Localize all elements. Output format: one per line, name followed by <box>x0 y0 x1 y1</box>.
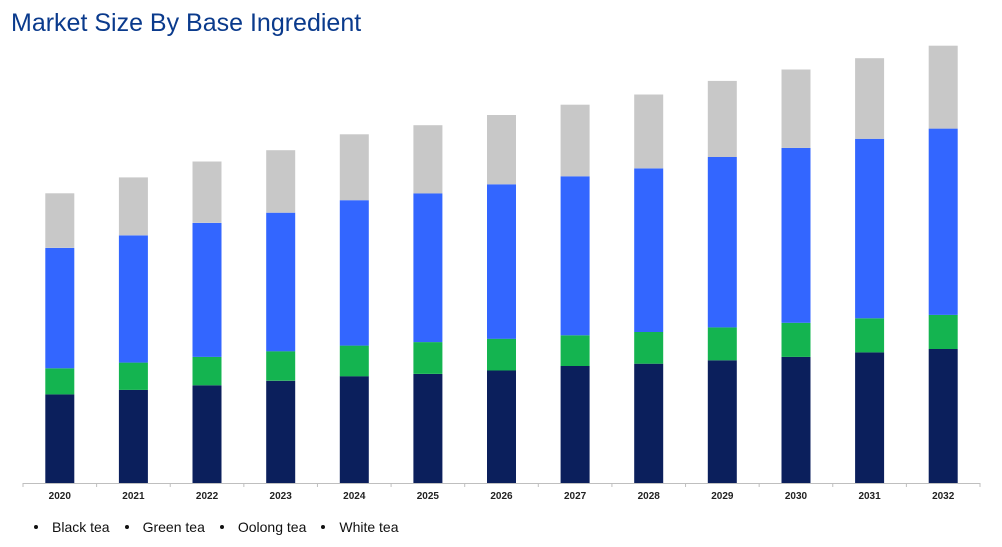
bar-segment-black-tea-2021 <box>118 389 148 483</box>
x-tick-label: 2020 <box>49 491 72 502</box>
x-tick-label: 2029 <box>711 491 734 502</box>
bar-segment-black-tea-2020 <box>45 394 75 483</box>
bar-segment-green-tea-2027 <box>560 335 590 366</box>
bar-segment-white-tea-2031 <box>855 58 885 139</box>
bar-segment-green-tea-2024 <box>339 345 369 377</box>
bars-group <box>45 45 958 483</box>
bar-segment-white-tea-2024 <box>339 134 369 201</box>
x-tick-label: 2024 <box>343 491 366 502</box>
chart-title: Market Size By Base Ingredient <box>11 9 362 37</box>
bar-segment-white-tea-2025 <box>413 125 443 194</box>
bar-segment-black-tea-2032 <box>928 349 958 483</box>
bar-segment-black-tea-2024 <box>339 376 369 483</box>
bar-segment-oolong-tea-2023 <box>266 212 296 352</box>
bar-segment-white-tea-2030 <box>781 69 811 148</box>
bar-segment-black-tea-2031 <box>855 352 885 483</box>
bar-segment-oolong-tea-2028 <box>634 168 664 332</box>
x-tick-label: 2027 <box>564 491 587 502</box>
x-tick-label: 2023 <box>270 491 293 502</box>
bar-segment-white-tea-2022 <box>192 161 222 223</box>
bar-segment-oolong-tea-2029 <box>707 157 737 328</box>
bar-segment-oolong-tea-2030 <box>781 147 811 323</box>
bar-segment-white-tea-2027 <box>560 104 590 177</box>
bar-segment-oolong-tea-2021 <box>118 235 148 363</box>
bar-segment-green-tea-2022 <box>192 356 222 386</box>
bar-segment-white-tea-2020 <box>45 193 75 248</box>
bar-segment-white-tea-2029 <box>707 80 737 157</box>
x-tick-label: 2028 <box>638 491 661 502</box>
x-tick-label: 2022 <box>196 491 219 502</box>
legend-item-oolong-tea: Oolong tea <box>219 519 307 535</box>
legend: Black tea Green tea Oolong tea White tea <box>34 519 414 535</box>
bar-segment-black-tea-2027 <box>560 366 590 483</box>
bar-segment-green-tea-2028 <box>634 331 664 364</box>
bar-segment-black-tea-2030 <box>781 356 811 483</box>
bar-segment-oolong-tea-2022 <box>192 222 222 357</box>
bar-segment-black-tea-2025 <box>413 374 443 483</box>
bar-segment-green-tea-2026 <box>487 338 516 371</box>
legend-label: Oolong tea <box>237 519 307 535</box>
bar-segment-green-tea-2021 <box>118 362 148 390</box>
bar-segment-black-tea-2023 <box>266 380 296 483</box>
bar-segment-black-tea-2026 <box>487 370 516 483</box>
bar-segment-white-tea-2026 <box>487 115 516 185</box>
bar-segment-green-tea-2032 <box>928 314 958 349</box>
x-tick-label: 2032 <box>932 491 955 502</box>
x-tick-label: 2021 <box>122 491 145 502</box>
bar-segment-oolong-tea-2024 <box>339 200 369 346</box>
bar-segment-white-tea-2021 <box>118 177 148 236</box>
bar-segment-black-tea-2029 <box>707 360 737 483</box>
bar-segment-white-tea-2023 <box>266 150 296 213</box>
bar-segment-black-tea-2022 <box>192 385 222 483</box>
bar-segment-oolong-tea-2031 <box>855 138 885 319</box>
bar-segment-oolong-tea-2027 <box>560 176 590 336</box>
bar-segment-oolong-tea-2020 <box>45 247 75 369</box>
bar-segment-white-tea-2028 <box>634 94 664 169</box>
legend-bullet <box>321 525 326 529</box>
bar-segment-green-tea-2029 <box>707 327 737 361</box>
x-tick-label: 2026 <box>490 491 513 502</box>
legend-bullet <box>34 525 38 529</box>
bar-segment-black-tea-2028 <box>634 363 664 483</box>
bar-segment-oolong-tea-2026 <box>487 184 516 339</box>
legend-bullet <box>124 525 129 529</box>
x-axis: 2020 2021 2022 2023 2024 2025 2026 2027 2028 2029… <box>22 483 981 502</box>
x-tick-label: 2030 <box>785 491 808 502</box>
bar-segment-green-tea-2030 <box>781 322 811 357</box>
legend-item-white-tea: White tea <box>321 519 399 535</box>
legend-label: Green tea <box>142 519 205 535</box>
bar-segment-white-tea-2032 <box>928 45 958 129</box>
bar-segment-oolong-tea-2032 <box>928 128 958 315</box>
bar-segment-oolong-tea-2025 <box>413 193 443 343</box>
bar-segment-green-tea-2020 <box>45 368 75 395</box>
legend-bullet <box>219 525 224 529</box>
bar-segment-green-tea-2025 <box>413 342 443 374</box>
x-tick-label: 2031 <box>858 491 881 502</box>
x-tick-label: 2025 <box>417 491 440 502</box>
bar-segment-green-tea-2031 <box>855 318 885 353</box>
bar-segment-green-tea-2023 <box>266 351 296 381</box>
legend-label: Black tea <box>52 519 110 535</box>
legend-item-black-tea: Black tea <box>34 519 110 535</box>
legend-item-green-tea: Green tea <box>124 519 205 535</box>
stacked-bar-chart: 2020 2021 2022 2023 2024 2025 2026 2027 2028 2029… <box>22 45 981 502</box>
legend-label: White tea <box>339 519 399 535</box>
